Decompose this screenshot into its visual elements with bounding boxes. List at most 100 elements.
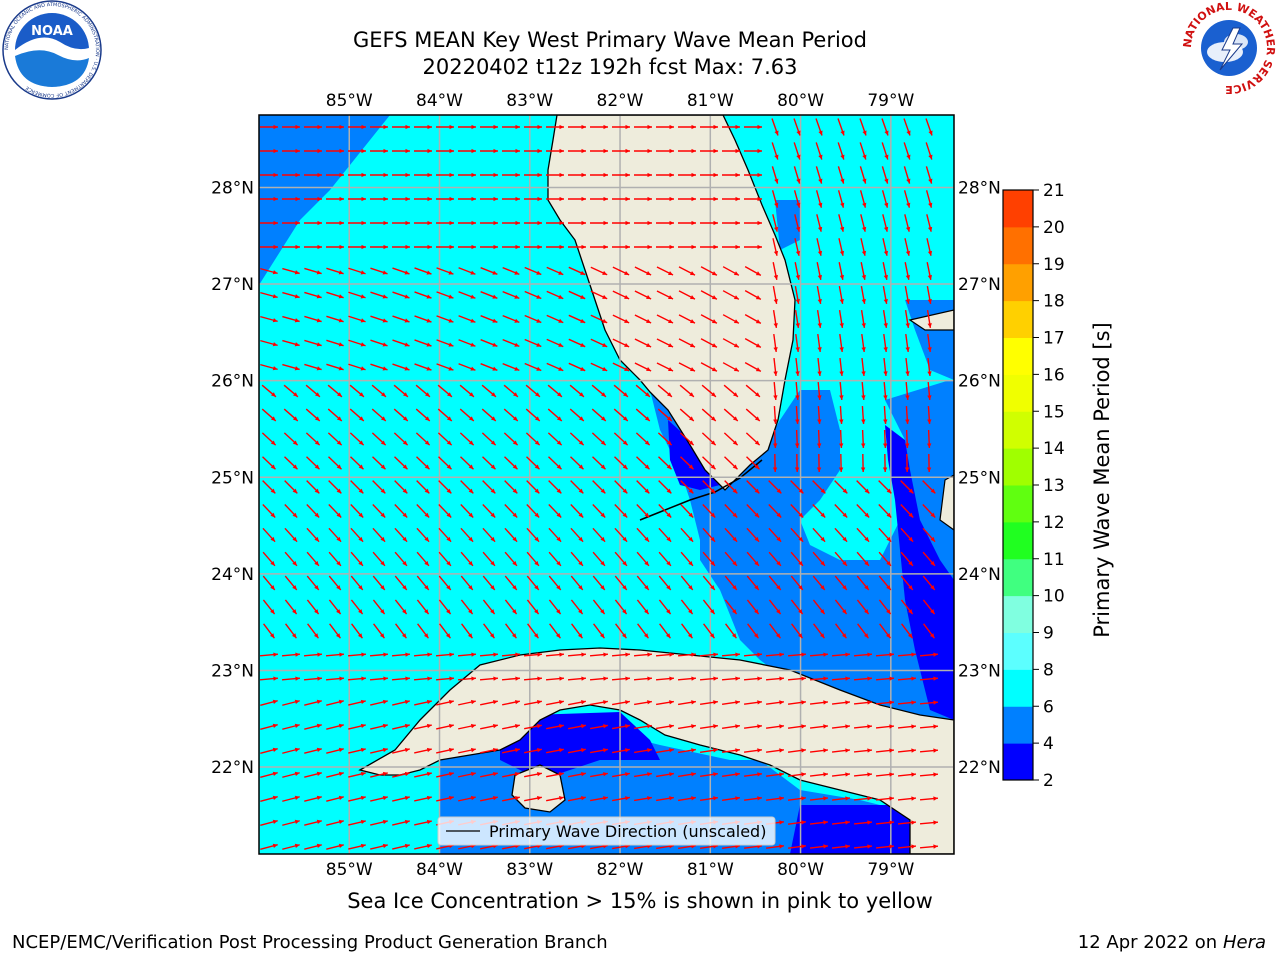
wave-arrow xyxy=(922,480,936,494)
wave-arrow xyxy=(262,551,276,567)
wave-arrow xyxy=(569,408,585,422)
wave-arrow xyxy=(699,700,719,706)
wave-arrow xyxy=(304,699,322,706)
wave-arrow xyxy=(831,820,851,825)
wave-arrow xyxy=(306,480,320,494)
wave-arrow xyxy=(834,551,848,567)
wave-arrow xyxy=(746,456,760,470)
wave-arrow xyxy=(702,456,716,470)
wave-arrow xyxy=(570,503,584,519)
wave-arrow xyxy=(773,357,778,377)
wave-arrow xyxy=(772,310,778,328)
wave-arrow xyxy=(853,676,873,681)
wave-arrow xyxy=(436,124,454,130)
wave-arrow xyxy=(479,652,499,657)
wave-arrow xyxy=(282,196,300,202)
wave-arrow xyxy=(790,575,804,591)
wave-arrow xyxy=(548,527,562,543)
wave-arrow xyxy=(905,357,910,377)
wave-arrow xyxy=(772,453,778,473)
wave-arrow xyxy=(592,480,606,494)
wave-arrow xyxy=(328,551,342,567)
noaa-logo-text: NOAA xyxy=(31,24,73,39)
wave-arrow xyxy=(436,795,454,802)
wave-arrow xyxy=(260,747,278,754)
wave-arrow xyxy=(592,527,606,543)
wave-arrow xyxy=(570,575,584,591)
wave-arrow xyxy=(348,196,366,202)
colorbar: 2 4 6 8 9 10 11 12 13 14 15 16 17 18 19 20 21 xyxy=(1002,181,1065,791)
wave-arrow xyxy=(304,244,322,250)
wave-arrow xyxy=(568,172,586,178)
wave-arrow xyxy=(699,748,719,754)
wave-arrow xyxy=(746,503,760,519)
wave-arrow xyxy=(261,408,277,422)
wave-arrow xyxy=(348,819,366,826)
wave-arrow xyxy=(568,700,586,706)
wave-arrow xyxy=(348,315,366,323)
wave-arrow xyxy=(699,724,719,730)
band-4-6-keys xyxy=(650,380,954,640)
wave-arrow xyxy=(304,771,322,778)
wave-arrow xyxy=(656,724,674,730)
wave-arrow xyxy=(838,310,844,328)
wave-arrow xyxy=(817,357,822,377)
wave-arrow xyxy=(547,408,563,422)
wave-arrow xyxy=(860,310,866,328)
wave-arrow xyxy=(882,262,889,280)
wave-arrow xyxy=(875,652,895,657)
wave-arrow xyxy=(815,142,823,160)
wave-arrow xyxy=(482,480,496,494)
wave-arrow xyxy=(260,172,278,178)
wave-arrow xyxy=(787,844,807,849)
wave-arrow xyxy=(634,700,652,706)
wave-arrow xyxy=(926,286,932,304)
wave-arrow xyxy=(765,724,785,729)
wave-arrow xyxy=(435,676,455,681)
colorbar-tick-label: 13 xyxy=(1043,476,1065,496)
wave-arrow xyxy=(634,748,652,754)
wave-arrow xyxy=(438,480,452,494)
wave-arrow xyxy=(721,724,741,729)
wave-arrow xyxy=(922,503,936,519)
wave-arrow xyxy=(834,575,848,591)
wave-arrow xyxy=(306,527,320,543)
wave-arrow xyxy=(853,796,873,801)
wave-arrow xyxy=(816,262,823,280)
wave-arrow xyxy=(724,551,738,567)
colorbar-segment xyxy=(1003,374,1033,412)
lat-tick-label-left: 28°N xyxy=(211,178,254,198)
wave-arrow xyxy=(636,503,650,519)
wave-arrow xyxy=(304,220,322,226)
wave-arrow xyxy=(795,357,800,377)
wave-arrow xyxy=(699,772,719,778)
wave-arrow xyxy=(372,480,386,494)
wave-arrow xyxy=(438,527,452,543)
wave-arrow xyxy=(634,124,652,130)
map-frame xyxy=(258,114,955,855)
wave-arrow xyxy=(413,652,433,657)
wave-arrow xyxy=(809,796,829,801)
wave-arrow xyxy=(592,503,606,519)
wave-arrow xyxy=(392,699,410,706)
wave-arrow xyxy=(636,480,650,494)
wave-arrow xyxy=(282,339,300,347)
wave-arrow xyxy=(262,456,276,470)
wave-arrow xyxy=(744,220,762,226)
wave-arrow xyxy=(438,456,452,470)
wave-arrow xyxy=(524,196,542,202)
wave-arrow xyxy=(678,124,696,130)
wave-arrow xyxy=(590,338,608,348)
wave-arrow xyxy=(746,551,760,567)
wave-arrow xyxy=(416,480,430,494)
wave-arrow xyxy=(614,551,628,567)
wave-arrow xyxy=(370,148,388,154)
wave-arrow xyxy=(795,429,800,449)
wave-arrow xyxy=(721,652,741,657)
wave-arrow xyxy=(260,339,278,347)
lat-tick-label-right: 26°N xyxy=(958,372,1001,392)
colorbar-tick-label: 6 xyxy=(1043,697,1054,717)
wave-arrow xyxy=(771,142,779,160)
wave-arrow xyxy=(744,313,762,325)
wave-arrow xyxy=(634,266,652,276)
